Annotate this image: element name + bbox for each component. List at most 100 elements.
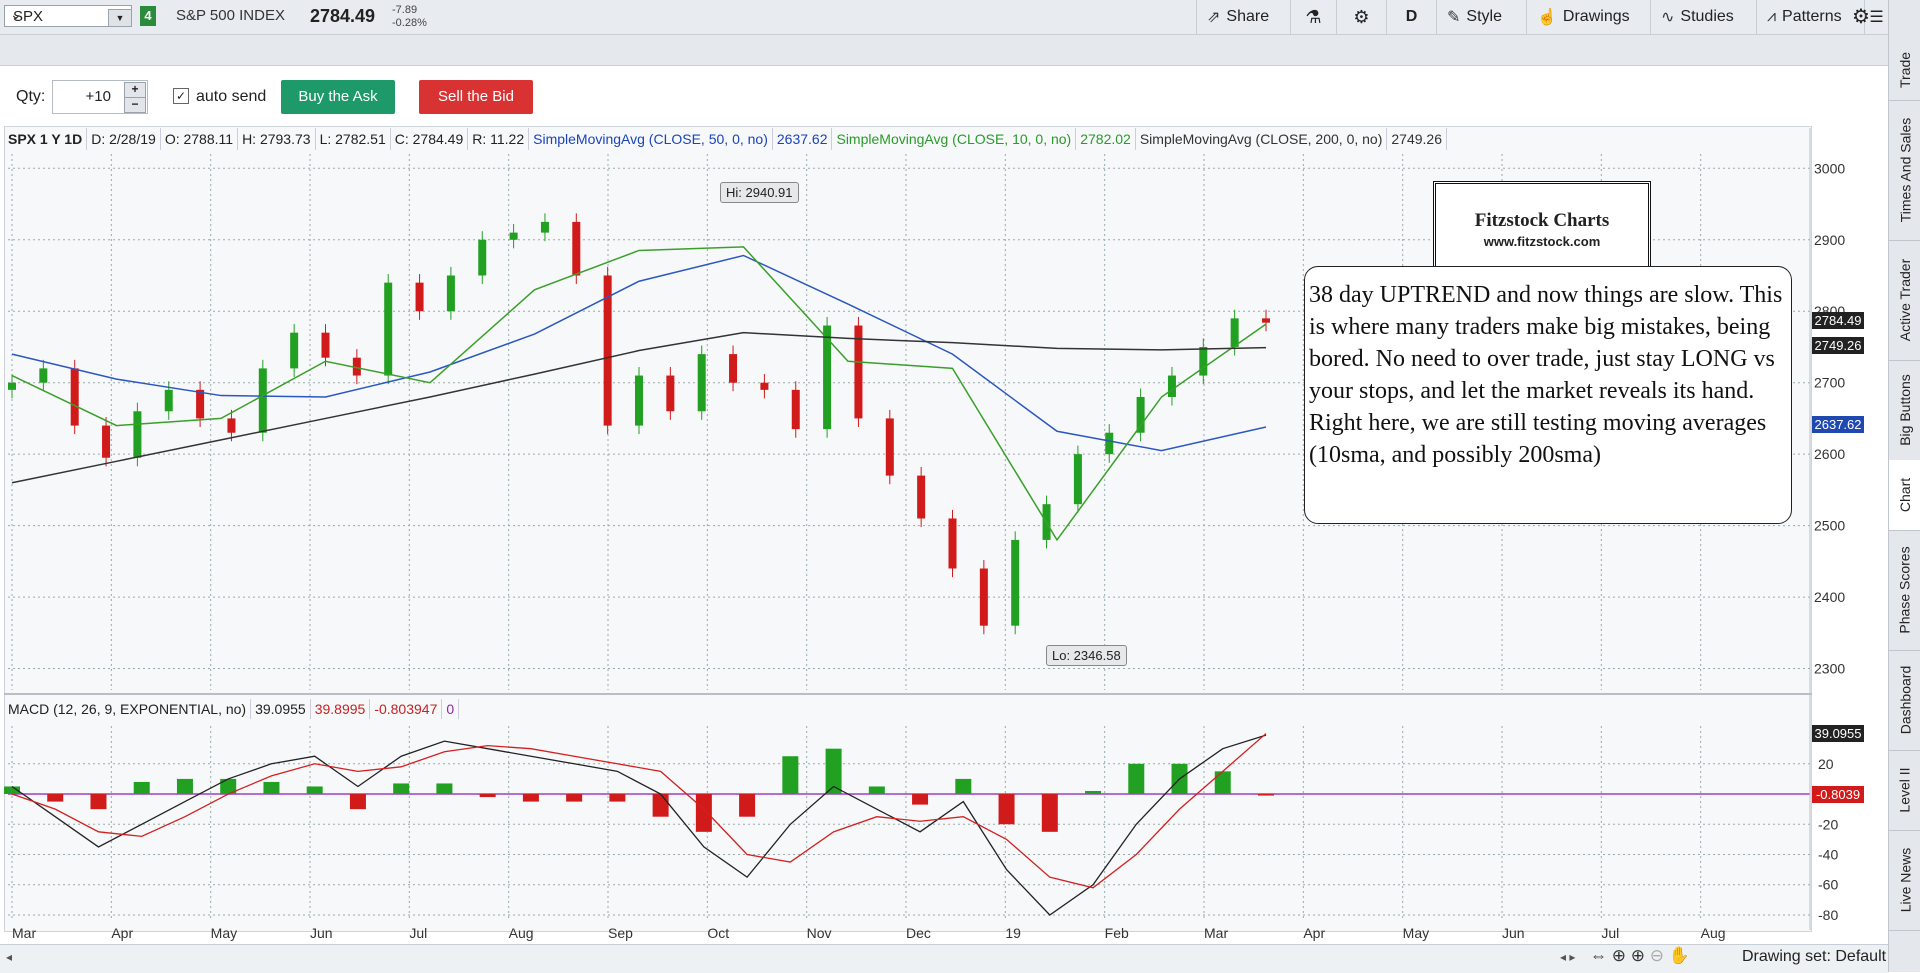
- time-axis-label: Apr: [1303, 925, 1325, 941]
- tab-label: Active Trader: [1897, 258, 1914, 342]
- price-tick-label: 2700: [1814, 375, 1845, 391]
- drawing-set-label[interactable]: Drawing set: Default: [1742, 948, 1887, 965]
- patterns-button[interactable]: ⩘ Patterns: [1756, 0, 1864, 34]
- candle-body: [321, 332, 330, 358]
- zoom-in-icon[interactable]: ⊕: [1630, 946, 1645, 965]
- price-tick-label: 2900: [1814, 232, 1845, 248]
- sma10-value: 2782.02: [1076, 128, 1136, 150]
- time-axis-label: Aug: [1701, 925, 1726, 941]
- price-tick-label: 2300: [1814, 661, 1845, 677]
- candle-body: [1262, 318, 1270, 323]
- chart-settings-button[interactable]: ⚙: [1336, 0, 1386, 34]
- flask-button[interactable]: ⚗: [1290, 0, 1336, 34]
- macd-histogram-bar: [4, 786, 20, 795]
- moving-average-line: [11, 331, 1267, 484]
- pan-icon[interactable]: ⇔: [1590, 946, 1607, 965]
- macd-histogram-bar: [479, 794, 496, 798]
- crosshair-icon[interactable]: ⊕: [1611, 946, 1626, 965]
- link-group-badge[interactable]: 4: [140, 6, 156, 26]
- tab-label: Phase Scores: [1897, 546, 1914, 634]
- chart-symbol-period: SPX 1 Y 1D: [4, 128, 88, 150]
- annotation-note[interactable]: 38 day UPTREND and now things are slow. …: [1304, 266, 1792, 524]
- sma50-label[interactable]: SimpleMovingAvg (CLOSE, 50, 0, no): [529, 128, 773, 150]
- tab-trade[interactable]: Trade: [1889, 40, 1920, 101]
- sma10-label[interactable]: SimpleMovingAvg (CLOSE, 10, 0, no): [832, 128, 1077, 150]
- macd-histogram-bar: [1214, 771, 1231, 795]
- macd-avg-value: 39.8995: [311, 699, 371, 719]
- time-axis-label: May: [1403, 925, 1429, 941]
- qty-label: Qty:: [16, 88, 46, 105]
- macd-histogram-bar: [306, 786, 323, 795]
- moving-average-line: [11, 246, 1267, 542]
- tab-label: Dashboard: [1897, 665, 1913, 735]
- tab-label: Level II: [1897, 767, 1914, 813]
- share-icon: ⇗: [1207, 9, 1221, 26]
- last-price: 2784.49: [310, 6, 376, 26]
- candle-body: [39, 368, 48, 383]
- tab-chart[interactable]: Chart: [1889, 460, 1920, 531]
- buy-the-ask-button[interactable]: Buy the Ask: [281, 80, 395, 114]
- scroll-left-icon[interactable]: ◂: [6, 950, 13, 964]
- macd-histogram-bar: [609, 794, 626, 802]
- candles-layer: [8, 213, 1270, 635]
- tab-active-trader[interactable]: Active Trader: [1889, 240, 1920, 361]
- sell-the-bid-button[interactable]: Sell the Bid: [419, 80, 533, 114]
- tab-dashboard[interactable]: Dashboard: [1889, 650, 1920, 751]
- tab-label: Big Buttons: [1897, 374, 1914, 446]
- qty-decrement-button[interactable]: −: [124, 97, 146, 113]
- tab-phase-scores[interactable]: Phase Scores: [1889, 530, 1920, 651]
- zoom-out-icon[interactable]: ⊖: [1649, 946, 1664, 965]
- tab-times-and-sales[interactable]: Times And Sales: [1889, 100, 1920, 241]
- net-change: -7.89 -0.28%: [392, 4, 427, 30]
- style-button[interactable]: ✎ Style: [1436, 0, 1526, 34]
- macd-histogram-layer: [4, 748, 1274, 832]
- macd-header: MACD (12, 26, 9, EXPONENTIAL, no) 39.095…: [4, 698, 460, 720]
- chart-close: C: 2784.49: [391, 128, 469, 150]
- sma200-label[interactable]: SimpleMovingAvg (CLOSE, 200, 0, no): [1136, 128, 1388, 150]
- tab-big-buttons[interactable]: Big Buttons: [1889, 360, 1920, 461]
- tab-level-ii[interactable]: Level II: [1889, 750, 1920, 831]
- candle-body: [729, 354, 738, 383]
- candle-body: [352, 357, 361, 376]
- symbol-dropdown-icon[interactable]: ▼: [108, 9, 132, 27]
- candle-body: [697, 354, 706, 412]
- drawings-button[interactable]: ☝ Drawings: [1526, 0, 1650, 34]
- fitzstock-logo: Fitzstock Charts www.fitzstock.com: [1433, 181, 1651, 273]
- macd-histogram-bar: [1258, 794, 1274, 796]
- candle-body: [760, 382, 769, 390]
- candle-body: [102, 425, 111, 458]
- candle-body: [1105, 432, 1114, 455]
- time-axis-label: Aug: [509, 925, 534, 941]
- patterns-icon: ⩘: [1767, 8, 1777, 25]
- studies-button[interactable]: ∿ Studies: [1650, 0, 1756, 34]
- candle-body: [509, 232, 518, 240]
- scroll-arrows-icon[interactable]: ◂ ▸: [1560, 950, 1576, 964]
- collapse-chevron-icon[interactable]: ⌄: [10, 6, 22, 22]
- macd-histogram-bar: [739, 794, 756, 817]
- share-button[interactable]: ⇗ Share: [1196, 0, 1290, 34]
- axis-labels-layer: 30002900280027002600250024002300MarAprMa…: [12, 160, 1845, 941]
- zoom-toolbar: ⇔ ⊕ ⊕ ⊖ ✋: [1590, 946, 1690, 966]
- macd-histogram-bar: [263, 781, 280, 795]
- settings-gear-icon[interactable]: ⚙: [1852, 6, 1870, 28]
- auto-send-checkbox[interactable]: ✓: [173, 88, 189, 104]
- close-price-flag: 2784.49: [1812, 312, 1864, 329]
- candle-body: [415, 282, 424, 312]
- menu-button[interactable]: ☰: [1864, 0, 1888, 34]
- hand-icon[interactable]: ✋: [1668, 946, 1690, 965]
- tab-live-news[interactable]: Live News: [1889, 830, 1920, 931]
- candle-body: [854, 325, 863, 419]
- logo-url: www.fitzstock.com: [1483, 234, 1601, 249]
- high-bubble: Hi: 2940.91: [720, 182, 799, 203]
- price-tick-label: 2400: [1814, 589, 1845, 605]
- candle-body: [8, 382, 16, 390]
- chart-open: O: 2788.11: [161, 128, 239, 150]
- macd-histogram-bar: [133, 781, 150, 795]
- timeframe-button[interactable]: D: [1386, 0, 1436, 34]
- macd-label[interactable]: MACD (12, 26, 9, EXPONENTIAL, no): [4, 699, 252, 719]
- patterns-label: Patterns: [1782, 8, 1842, 25]
- time-axis-label: Oct: [707, 925, 729, 941]
- candle-body: [133, 411, 142, 458]
- macd-value: 39.0955: [251, 699, 311, 719]
